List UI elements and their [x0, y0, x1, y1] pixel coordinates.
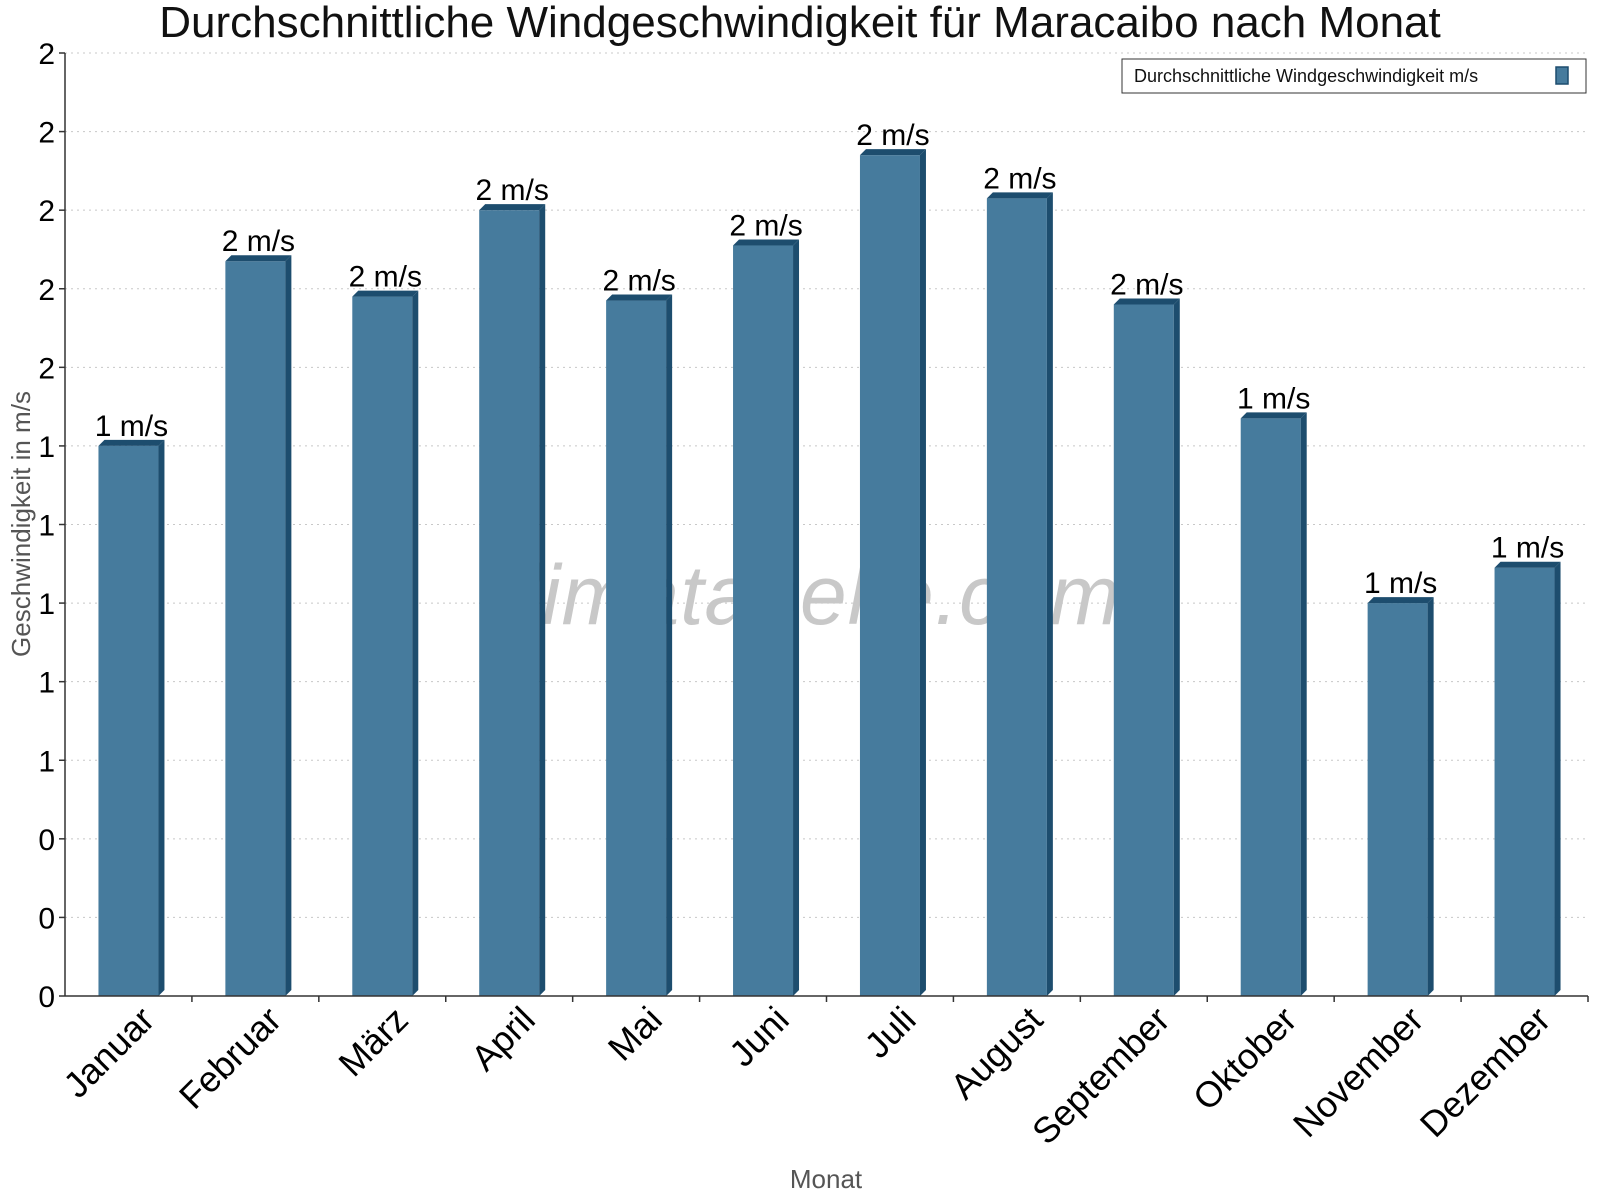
bar-side-face [1046, 192, 1053, 997]
bar [225, 261, 286, 996]
y-tick-label: 2 [38, 117, 55, 150]
bar [986, 198, 1047, 997]
y-tick-label: 0 [38, 902, 55, 935]
y-tick-label: 1 [38, 667, 55, 700]
y-tick-label: 0 [38, 824, 55, 857]
bar [352, 296, 413, 996]
bar [1494, 567, 1555, 996]
bar-top-face [352, 290, 419, 297]
bar-side-face [1300, 412, 1307, 997]
y-tick-label: 2 [38, 195, 55, 228]
bar-side-face [158, 439, 165, 997]
data-label: 1 m/s [1491, 532, 1564, 565]
y-axis-title: Geschwindigkeit in m/s [6, 391, 36, 657]
bar-top-face [986, 192, 1053, 199]
bar-side-face [666, 294, 673, 997]
y-tick-label: 1 [38, 588, 55, 621]
y-tick-label: 2 [38, 352, 55, 385]
x-tick-label: Juli [856, 999, 923, 1066]
bar [606, 300, 667, 997]
x-tick-label: März [330, 999, 416, 1085]
x-tick-label: April [463, 999, 543, 1079]
bar [479, 210, 540, 996]
x-tick-label: Dezember [1412, 999, 1558, 1145]
bar-top-face [479, 204, 546, 211]
x-tick-label: Mai [600, 999, 670, 1069]
bar-top-face [859, 149, 926, 156]
y-tick-labels: 0 0 0 1 1 1 1 1 2 2 2 2 2 [38, 38, 65, 1014]
legend-swatch [1555, 66, 1569, 85]
bar-side-face [285, 255, 292, 996]
y-tick-label: 0 [38, 981, 55, 1014]
bar-top-face [225, 255, 292, 262]
bar [733, 245, 794, 996]
x-tick-labels: Januar Februar März April Mai Juni Juli AugustS… [55, 996, 1589, 1153]
bar-side-face [793, 239, 800, 996]
bar [1367, 603, 1428, 996]
data-label: 2 m/s [983, 162, 1056, 195]
y-tick-label: 2 [38, 38, 55, 71]
x-tick-label: September [1024, 999, 1178, 1153]
bar [1113, 304, 1174, 996]
bar-top-face [1367, 597, 1434, 604]
data-label: 2 m/s [222, 225, 295, 258]
y-tick-label: 1 [38, 745, 55, 778]
bars [98, 149, 1561, 997]
data-label: 1 m/s [1364, 567, 1437, 600]
bar [98, 445, 159, 997]
legend-label: Durchschnittliche Windgeschwindigkeit m/… [1134, 66, 1478, 86]
data-label: 2 m/s [1110, 268, 1183, 301]
x-tick-label: Juni [721, 999, 797, 1075]
y-tick-label: 1 [38, 510, 55, 543]
y-tick-label: 2 [38, 274, 55, 307]
x-tick-label: Oktober [1185, 999, 1305, 1119]
bar-top-face [1494, 561, 1561, 568]
bar-side-face [1554, 561, 1561, 996]
grid-lines [65, 52, 1588, 918]
data-label: 2 m/s [476, 174, 549, 207]
bar-side-face [412, 290, 419, 996]
bar-top-face [1240, 412, 1307, 419]
bar-side-face [1173, 298, 1180, 996]
data-labels: 1 m/s 2 m/s 2 m/s 2 m/s 2 m/s 2 m/s 2 m/s 2 m/s… [95, 119, 1564, 600]
bar-top-face [98, 439, 165, 446]
x-tick-label: Februar [171, 999, 289, 1117]
data-label: 1 m/s [95, 410, 168, 443]
data-label: 2 m/s [856, 119, 929, 152]
x-tick-label: Januar [55, 999, 162, 1106]
bar-side-face [539, 204, 546, 996]
bar-top-face [733, 239, 800, 246]
data-label: 2 m/s [602, 265, 675, 298]
data-label: 2 m/s [349, 261, 422, 294]
bar-top-face [1113, 298, 1180, 305]
bar [1240, 418, 1301, 997]
bar-top-face [606, 294, 673, 301]
y-tick-label: 1 [38, 431, 55, 464]
chart-title: Durchschnittliche Windgeschwindigkeit fü… [159, 0, 1441, 47]
x-tick-label: August [942, 999, 1050, 1107]
x-axis-title: Monat [790, 1164, 863, 1194]
legend-box [1121, 58, 1587, 94]
legend: Durchschnittliche Windgeschwindigkeit m/… [1121, 58, 1587, 94]
data-label: 1 m/s [1237, 382, 1310, 415]
data-label: 2 m/s [729, 210, 802, 243]
x-tick-label: November [1285, 999, 1431, 1145]
bar [859, 155, 920, 997]
bar-side-face [919, 149, 926, 997]
bar-side-face [1427, 597, 1434, 996]
